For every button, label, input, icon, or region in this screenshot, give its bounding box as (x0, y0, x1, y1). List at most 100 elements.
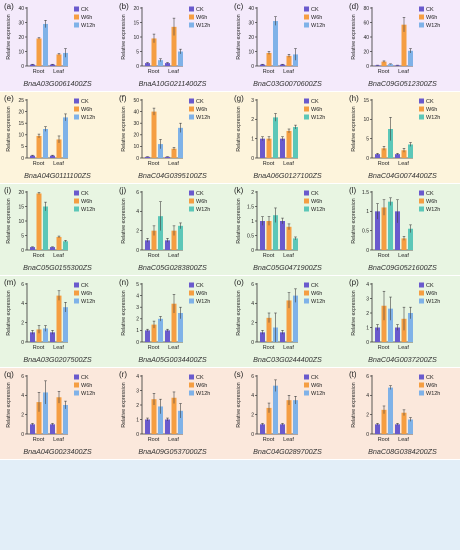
legend-swatch-w6h (189, 198, 194, 204)
panel-a: (a) Relative expression 0 10 20 30 40 Root Leaf C… (4, 2, 95, 88)
bar-w12h-leaf (293, 238, 298, 250)
bar-w12h-leaf (63, 241, 68, 250)
x-tick-label-leaf: Leaf (168, 161, 179, 167)
legend-label-ck: CK (196, 283, 204, 289)
y-tick-label: 10 (18, 219, 24, 225)
bar-w6h-root (151, 111, 157, 158)
y-axis-label: Relative expression (121, 14, 127, 59)
panel-label: (p) (349, 278, 359, 287)
legend-label-w6h: W6h (196, 107, 207, 113)
x-tick-label-leaf: Leaf (283, 161, 294, 167)
panel-label: (r) (119, 370, 127, 379)
y-tick-label: 5 (136, 282, 139, 288)
bar-w12h-root (273, 385, 278, 434)
y-tick-label: 0 (21, 248, 24, 254)
bar-w12h-root (158, 406, 163, 434)
legend-swatch-ck (304, 190, 309, 196)
y-tick-label: 4 (366, 393, 369, 399)
bar-w12h-leaf (408, 50, 413, 66)
legend-swatch-ck (74, 190, 79, 196)
bar-w6h-leaf (286, 130, 292, 158)
legend-swatch-w12h (304, 390, 309, 396)
panel-label: (e) (4, 94, 14, 103)
y-tick-label: 1.5 (247, 204, 254, 210)
bar-ck-leaf (280, 424, 285, 434)
panel-label: (a) (4, 2, 14, 11)
legend-label-w12h: W12h (311, 115, 325, 121)
x-tick-label-leaf: Leaf (283, 437, 294, 443)
panel-l: (l) Relative expression 0 0.5 1 1.5 Root Leaf CK… (349, 186, 440, 272)
y-tick-label: 2 (251, 190, 254, 196)
bar-ck-root (145, 419, 150, 434)
y-tick-label: 0 (366, 432, 369, 438)
legend-label-ck: CK (196, 7, 204, 13)
legend-swatch-ck (74, 282, 79, 288)
y-tick-label: 4 (136, 293, 139, 299)
bar-w12h-leaf (408, 144, 413, 158)
bar-ck-root (30, 247, 35, 250)
y-tick-label: 0.5 (362, 228, 369, 234)
y-tick-label: 15 (18, 121, 24, 127)
legend-swatch-ck (304, 6, 309, 12)
panel-k: (k) Relative expression 0 0.5 1 1.5 2 Root Leaf C… (234, 186, 325, 272)
legend-label-w6h: W6h (426, 199, 437, 205)
legend-label-w12h: W12h (311, 207, 325, 213)
panel-label: (k) (234, 186, 244, 195)
legend-swatch-ck (304, 374, 309, 380)
panel-j: (j) Relative expression 0 2 4 6 Root Leaf CK W6h W… (119, 186, 210, 272)
gene-name: BnaC04G0395100ZS (138, 171, 207, 180)
legend-label-w6h: W6h (196, 291, 207, 297)
legend-label-w6h: W6h (311, 291, 322, 297)
bar-w6h-leaf (171, 303, 177, 342)
legend-swatch-w12h (189, 298, 194, 304)
legend-label-ck: CK (426, 375, 434, 381)
legend-label-w12h: W12h (426, 299, 440, 305)
legend-swatch-w12h (74, 22, 79, 28)
panel-p: (p) Relative expression 0 1 2 3 4 Root Leaf CK W6h… (349, 278, 440, 364)
x-tick-label-leaf: Leaf (168, 69, 179, 75)
y-tick-label: 6 (136, 190, 139, 196)
legend-swatch-w12h (419, 206, 424, 212)
legend-swatch-w12h (189, 206, 194, 212)
legend-label-ck: CK (426, 283, 434, 289)
legend-swatch-w12h (419, 390, 424, 396)
panel-label: (l) (349, 186, 356, 195)
x-tick-label-root: Root (148, 437, 160, 443)
legend-swatch-ck (74, 98, 79, 104)
y-axis-label: Relative expression (121, 382, 127, 427)
x-tick-label-root: Root (33, 437, 45, 443)
legend-swatch-ck (419, 374, 424, 380)
x-tick-label-leaf: Leaf (398, 345, 409, 351)
bar-w12h-root (273, 117, 278, 158)
y-tick-label: 30 (133, 121, 139, 127)
legend-swatch-ck (74, 374, 79, 380)
y-tick-label: 6 (21, 374, 24, 380)
bar-w6h-leaf (401, 150, 407, 158)
y-tick-label: 3 (136, 305, 139, 311)
bar-w12h-root (158, 60, 163, 66)
y-tick-label: 4 (21, 393, 24, 399)
legend-label-w6h: W6h (81, 383, 92, 389)
legend-swatch-ck (189, 6, 194, 12)
y-tick-label: 15 (18, 204, 24, 210)
gene-name: BnaC05G0283800ZS (138, 263, 207, 272)
y-tick-label: 15 (133, 20, 139, 26)
y-axis-label: Relative expression (6, 14, 12, 59)
panel-label: (t) (349, 370, 357, 379)
bar-ck-root (375, 424, 380, 434)
x-tick-label-leaf: Leaf (53, 253, 64, 259)
gene-name: BnaC09G0521600ZS (368, 263, 437, 272)
y-tick-label: 10 (18, 133, 24, 139)
y-tick-label: 0 (136, 248, 139, 254)
bar-w12h-root (43, 23, 48, 66)
y-axis-label: Relative expression (121, 106, 127, 151)
bar-ck-leaf (50, 332, 55, 342)
legend-label-w12h: W12h (426, 115, 440, 121)
bar-w6h-root (151, 230, 157, 250)
legend-label-w12h: W12h (81, 391, 95, 397)
legend-swatch-w6h (189, 14, 194, 20)
bar-ck-root (375, 65, 380, 66)
legend-label-w12h: W12h (196, 23, 210, 29)
y-axis-label: Relative expression (236, 382, 242, 427)
y-tick-label: 2 (251, 412, 254, 418)
